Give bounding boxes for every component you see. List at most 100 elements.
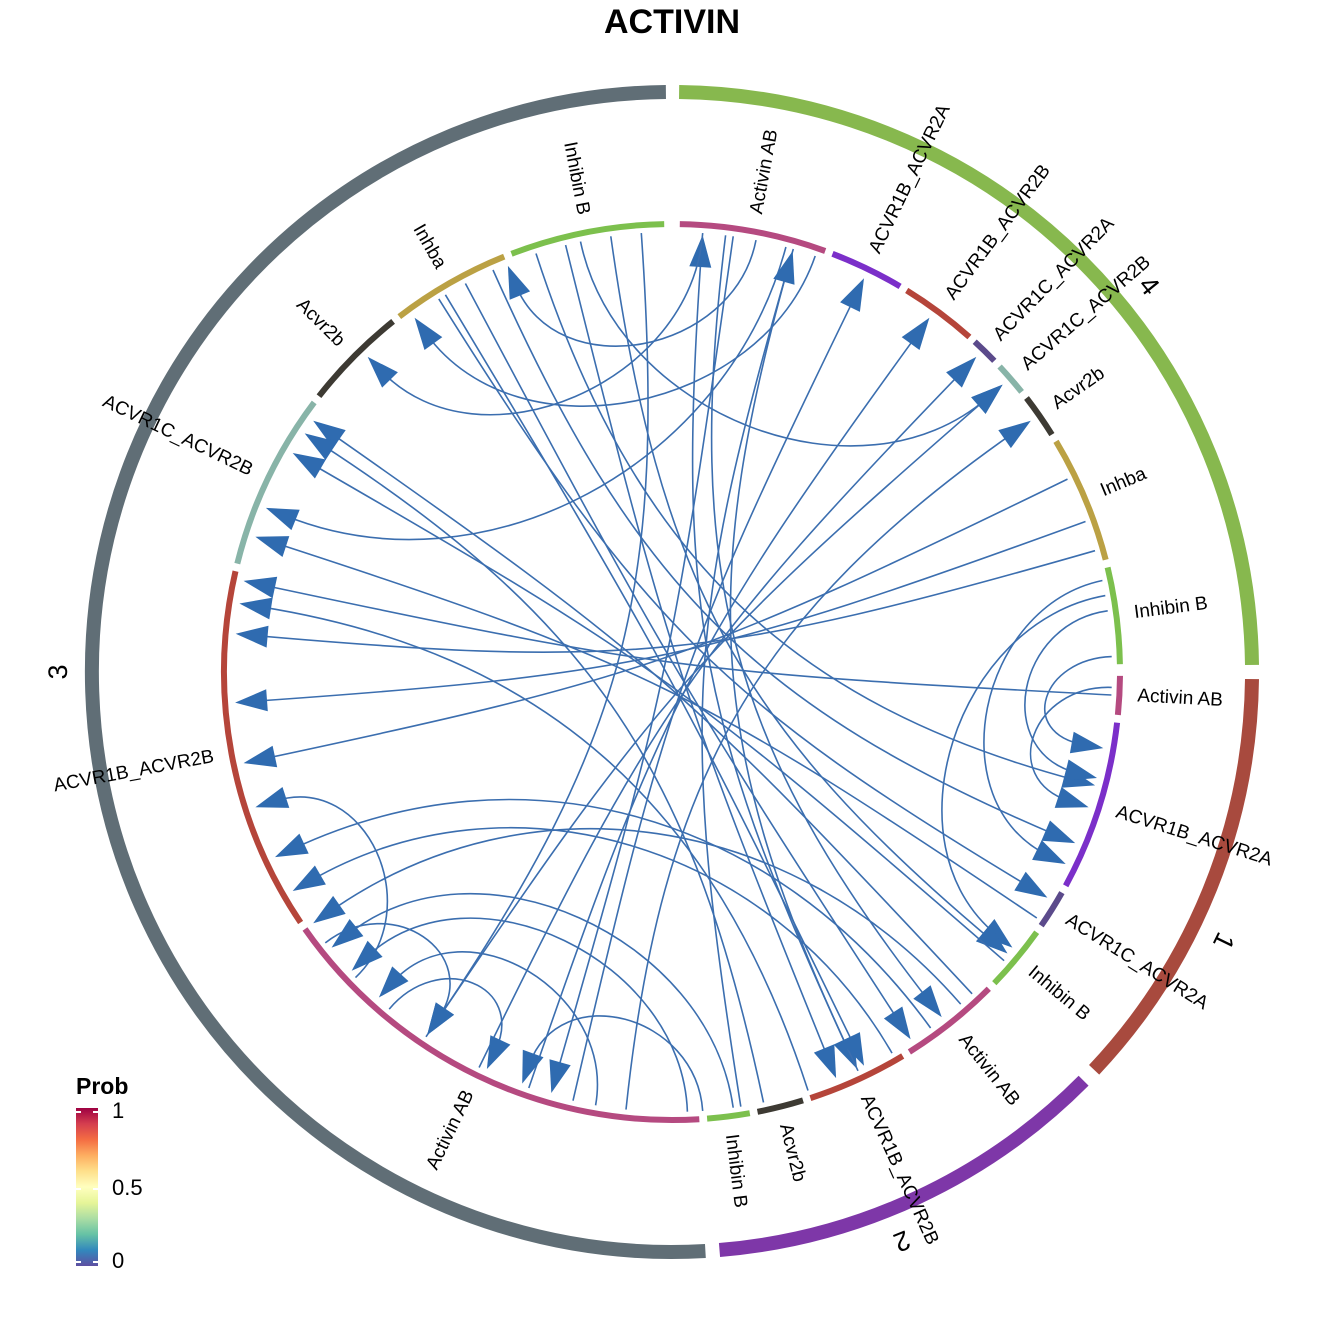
- segment-label-4-acvr2b: Acvr2b: [1048, 363, 1109, 414]
- segment-arc-1-activin-ab: [1114, 675, 1123, 716]
- segment-label-3-activin-ab: Activin AB: [422, 1087, 478, 1173]
- link-arrow-38: [235, 625, 269, 648]
- link-40: [262, 584, 1112, 696]
- link-arrow-43: [313, 420, 346, 449]
- link-arrow-41: [255, 536, 290, 557]
- legend-tick-label-1: 0.5: [112, 1175, 143, 1200]
- link-41: [274, 542, 1038, 919]
- link-24: [535, 253, 1077, 781]
- link-44: [320, 443, 765, 1103]
- legend-title: Prob: [76, 1073, 128, 1099]
- link-29: [625, 431, 1015, 1110]
- link-21: [464, 283, 901, 1024]
- group-arc-1: [1089, 679, 1259, 1075]
- link-45: [346, 892, 734, 1108]
- link-35: [528, 1015, 704, 1111]
- link-5: [691, 254, 859, 1072]
- segment-arc-2-acvr1b-acvr2b: [809, 1053, 905, 1101]
- link-arrow-44: [304, 433, 338, 461]
- segment-label-2-inhibin-b: Inhibin B: [721, 1133, 751, 1209]
- link-2: [284, 246, 787, 541]
- segment-arc-2-acvr2b: [756, 1097, 804, 1115]
- link-36: [262, 478, 1068, 760]
- segment-arc-1-acvr1c-acvr2a: [1038, 891, 1065, 928]
- segment-arc-4-acvr1b-acvr2a: [831, 250, 902, 289]
- link-15: [478, 370, 963, 1068]
- link-arrow-34: [292, 865, 326, 891]
- group-label-2: 2: [889, 1224, 914, 1257]
- segment-label-4-inhibin-b: Inhibin B: [1133, 593, 1209, 623]
- link-arrow-9: [1069, 731, 1104, 754]
- link-arrow-1: [507, 265, 531, 300]
- link-1: [514, 239, 757, 347]
- link-17: [388, 978, 503, 1052]
- segment-label-4-activin-ab: Activin AB: [746, 128, 782, 216]
- link-26: [579, 241, 989, 447]
- segment-label-3-inhibin-b: Inhibin B: [559, 140, 594, 217]
- segment-label-2-activin-ab: Activin AB: [954, 1030, 1024, 1110]
- link-arrow-11: [367, 356, 398, 388]
- segment-label-4-inhba: Inhba: [1097, 463, 1149, 501]
- link-6: [701, 269, 788, 1107]
- segment-arc-4-activin-ab: [679, 221, 827, 254]
- segment-label-3-inhba: Inhba: [409, 221, 451, 273]
- link-0: [710, 235, 930, 1002]
- link-arrow-45: [331, 919, 364, 948]
- link-arrow-33: [275, 833, 309, 858]
- link-31: [365, 917, 689, 1112]
- link-arrow-22: [1014, 871, 1048, 898]
- link-7: [983, 579, 1103, 856]
- link-arrow-21: [883, 1006, 911, 1040]
- segment-arc-2-activin-ab: [907, 986, 991, 1055]
- link-16: [425, 397, 989, 1038]
- link-arrow-17: [486, 1035, 511, 1069]
- legend-tick-label-0: 1: [112, 1098, 124, 1123]
- link-9: [1044, 655, 1112, 746]
- group-arc-3: [84, 85, 706, 1259]
- link-arrow-31: [351, 940, 383, 971]
- segment-arc-3-acvr1c-acvr2b: [234, 400, 317, 565]
- segment-arc-3-inhibin-b: [510, 221, 665, 257]
- link-arrow-3: [414, 317, 443, 350]
- link-11: [381, 233, 704, 416]
- link-arrow-26: [971, 384, 1003, 414]
- group-label-3: 3: [43, 664, 73, 679]
- link-28: [437, 233, 649, 1019]
- link-arrow-25: [813, 1044, 837, 1079]
- link-arrow-15: [946, 356, 977, 388]
- link-13: [572, 295, 856, 1101]
- link-arrow-32: [313, 895, 346, 924]
- link-arrow-27: [975, 924, 1008, 954]
- link-37: [254, 520, 1086, 702]
- segment-label-3-acvr1b-acvr2b: ACVR1B_ACVR2B: [52, 746, 216, 796]
- link-33: [292, 798, 932, 1029]
- link-arrow-23: [840, 1032, 864, 1066]
- segment-label-1-activin-ab: Activin AB: [1137, 685, 1224, 710]
- link-arrow-8: [980, 919, 1013, 948]
- link-arrow-13: [840, 278, 864, 312]
- link-8: [941, 594, 1106, 936]
- link-arrow-30: [378, 966, 409, 998]
- link-34: [309, 827, 893, 1054]
- link-25: [564, 244, 830, 1060]
- segment-arc-4-inhba: [1053, 439, 1109, 561]
- inner-segment-ring: [221, 221, 1123, 1123]
- segment-label-2-acvr2b: Acvr2b: [775, 1122, 810, 1184]
- link-arrow-37: [235, 689, 268, 712]
- link-30: [391, 951, 599, 1106]
- segment-label-1-acvr1b-acvr2a: ACVR1B_ACVR2A: [1113, 802, 1275, 871]
- link-10: [1029, 686, 1112, 802]
- link-arrow-0: [913, 985, 942, 1018]
- link-12: [556, 236, 734, 1075]
- segment-arc-1-inhibin-b: [992, 930, 1040, 986]
- segment-arc-1-acvr1b-acvr2a: [1063, 722, 1121, 888]
- link-arrow-20: [1041, 820, 1076, 844]
- link-arrow-7: [1032, 840, 1066, 864]
- segment-arc-4-inhibin-b: [1104, 566, 1123, 665]
- link-39: [1024, 610, 1108, 774]
- link-43: [329, 431, 973, 995]
- chart-title: ACTIVIN: [604, 3, 740, 41]
- segment-arc-4-acvr1c-acvr2a: [972, 339, 997, 363]
- link-32: [329, 827, 962, 1005]
